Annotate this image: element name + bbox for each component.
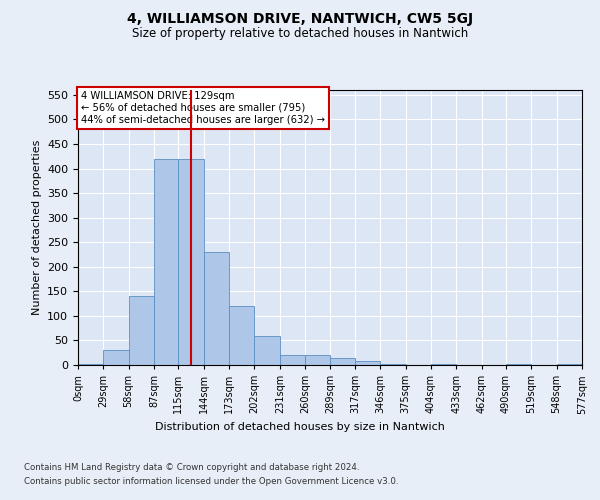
Bar [355, 361, 380, 365]
Text: Contains public sector information licensed under the Open Government Licence v3: Contains public sector information licen… [24, 478, 398, 486]
Bar [506, 364, 532, 365]
Bar [78, 364, 103, 365]
Bar [254, 336, 280, 365]
Bar [204, 252, 229, 365]
Text: Contains HM Land Registry data © Crown copyright and database right 2024.: Contains HM Land Registry data © Crown c… [24, 462, 359, 471]
Bar [154, 159, 178, 365]
Y-axis label: Number of detached properties: Number of detached properties [32, 140, 41, 315]
Bar [178, 159, 204, 365]
Bar [128, 296, 154, 365]
Bar [557, 364, 582, 365]
Bar [229, 306, 254, 365]
Bar [280, 355, 305, 365]
Text: 4 WILLIAMSON DRIVE: 129sqm
← 56% of detached houses are smaller (795)
44% of sem: 4 WILLIAMSON DRIVE: 129sqm ← 56% of deta… [80, 92, 325, 124]
Text: Size of property relative to detached houses in Nantwich: Size of property relative to detached ho… [132, 28, 468, 40]
Bar [103, 350, 128, 365]
Bar [331, 358, 355, 365]
Bar [380, 364, 406, 365]
Bar [305, 355, 331, 365]
Text: Distribution of detached houses by size in Nantwich: Distribution of detached houses by size … [155, 422, 445, 432]
Text: 4, WILLIAMSON DRIVE, NANTWICH, CW5 5GJ: 4, WILLIAMSON DRIVE, NANTWICH, CW5 5GJ [127, 12, 473, 26]
Bar [431, 364, 456, 365]
